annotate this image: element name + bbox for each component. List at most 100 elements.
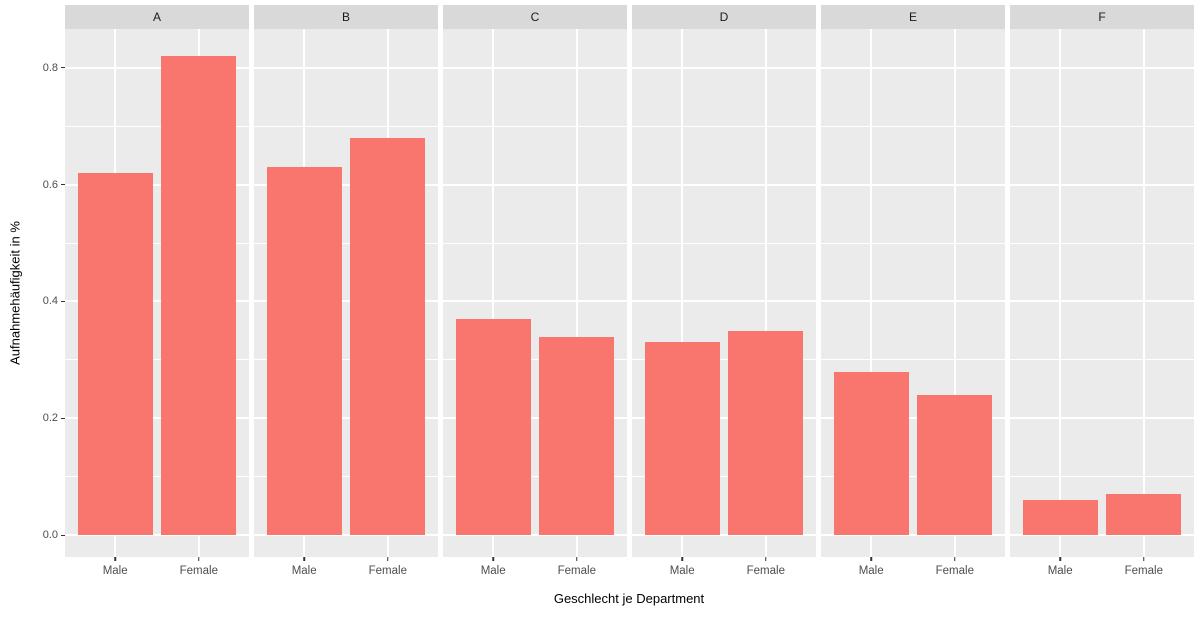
bar-male — [266, 167, 342, 536]
gridline-major-h — [65, 66, 249, 69]
gridline-major-h — [65, 534, 249, 537]
facet-strip: A — [65, 5, 249, 29]
gridline-major-h — [443, 534, 627, 537]
gridline-major-v — [1142, 29, 1145, 557]
gridline-major-v — [492, 29, 495, 557]
facet-strip: D — [632, 5, 816, 29]
bar-female — [161, 55, 237, 536]
gridline-major-h — [1010, 534, 1194, 537]
y-tick-mark — [61, 300, 65, 302]
bar-male — [455, 319, 531, 536]
y-tick-mark — [61, 534, 65, 536]
gridline-minor-h — [443, 359, 627, 361]
bar-male — [1022, 500, 1098, 536]
gridline-major-h — [443, 300, 627, 303]
gridline-major-h — [1010, 183, 1194, 186]
gridline-major-h — [821, 66, 1005, 69]
chart-panel — [632, 29, 816, 557]
bar-male — [833, 371, 909, 536]
gridline-major-h — [254, 66, 438, 69]
x-tick-mark — [114, 557, 116, 561]
gridline-major-h — [632, 534, 816, 537]
x-label-row: Male Female — [632, 562, 816, 580]
gridline-minor-h — [65, 242, 249, 244]
x-tick-label-female: Female — [179, 565, 218, 577]
gridline-major-v — [870, 29, 873, 557]
x-tick-mark — [870, 557, 872, 561]
gridline-minor-h — [443, 476, 627, 478]
gridline-major-h — [443, 417, 627, 420]
gridline-minor-h — [65, 359, 249, 361]
gridline-minor-h — [65, 476, 249, 478]
x-tick-mark — [681, 557, 683, 561]
x-label-row: Male Female — [1010, 562, 1194, 580]
facet-strip-label: D — [719, 10, 729, 24]
gridline-major-h — [821, 300, 1005, 303]
gridline-major-h — [632, 417, 816, 420]
gridline-major-h — [443, 183, 627, 186]
x-tick-row — [632, 557, 816, 562]
bar-female — [728, 330, 804, 536]
gridline-minor-h — [254, 125, 438, 127]
facet-row: A Male Female B Male Female C Male Female D Male Fe… — [65, 5, 1194, 580]
gridline-major-h — [65, 300, 249, 303]
gridline-minor-h — [443, 125, 627, 127]
gridline-major-h — [821, 534, 1005, 537]
x-tick-mark — [1059, 557, 1061, 561]
x-tick-label-male: Male — [480, 565, 506, 577]
gridline-minor-h — [632, 476, 816, 478]
gridline-minor-h — [1010, 125, 1194, 127]
x-tick-row — [1010, 557, 1194, 562]
bar-female — [350, 137, 426, 536]
facet-A: A Male Female — [65, 5, 249, 580]
facet-strip-label: B — [341, 10, 350, 24]
gridline-major-h — [443, 66, 627, 69]
chart-panel — [1010, 29, 1194, 557]
gridline-minor-h — [632, 359, 816, 361]
gridline-major-h — [1010, 66, 1194, 69]
x-tick-mark — [1143, 557, 1145, 561]
gridline-minor-h — [443, 242, 627, 244]
chart-panel — [254, 29, 438, 557]
gridline-minor-h — [65, 125, 249, 127]
x-tick-label-female: Female — [557, 565, 596, 577]
gridline-major-h — [632, 66, 816, 69]
x-tick-mark — [576, 557, 578, 561]
y-tick-label: 0.8 — [42, 61, 58, 74]
bar-female — [917, 395, 993, 536]
gridline-major-h — [254, 417, 438, 420]
facet-D: D Male Female — [632, 5, 816, 580]
gridline-major-v — [764, 29, 767, 557]
gridline-major-v — [1059, 29, 1062, 557]
facet-E: E Male Female — [821, 5, 1005, 580]
x-tick-label-male: Male — [1047, 565, 1073, 577]
facet-strip: E — [821, 5, 1005, 29]
x-tick-row — [821, 557, 1005, 562]
gridline-major-h — [1010, 417, 1194, 420]
x-label-row: Male Female — [443, 562, 627, 580]
chart-panel — [65, 29, 249, 557]
x-tick-label-female: Female — [1124, 565, 1163, 577]
y-tick-label: 0.2 — [42, 412, 58, 425]
gridline-minor-h — [1010, 359, 1194, 361]
gridline-major-h — [65, 183, 249, 186]
x-label-row: Male Female — [254, 562, 438, 580]
gridline-minor-h — [821, 125, 1005, 127]
facet-strip-label: F — [1098, 10, 1106, 24]
gridline-minor-h — [632, 125, 816, 127]
gridline-minor-h — [1010, 242, 1194, 244]
x-tick-label-male: Male — [291, 565, 317, 577]
y-tick-label: 0.4 — [42, 295, 58, 308]
x-tick-mark — [492, 557, 494, 561]
gridline-major-h — [821, 183, 1005, 186]
facet-strip: B — [254, 5, 438, 29]
gridline-major-v — [681, 29, 684, 557]
facet-strip-label: E — [908, 10, 917, 24]
gridline-major-h — [65, 417, 249, 420]
x-tick-row — [254, 557, 438, 562]
gridline-minor-h — [821, 242, 1005, 244]
x-label-row: Male Female — [65, 562, 249, 580]
gridline-minor-h — [254, 242, 438, 244]
gridline-major-h — [254, 534, 438, 537]
